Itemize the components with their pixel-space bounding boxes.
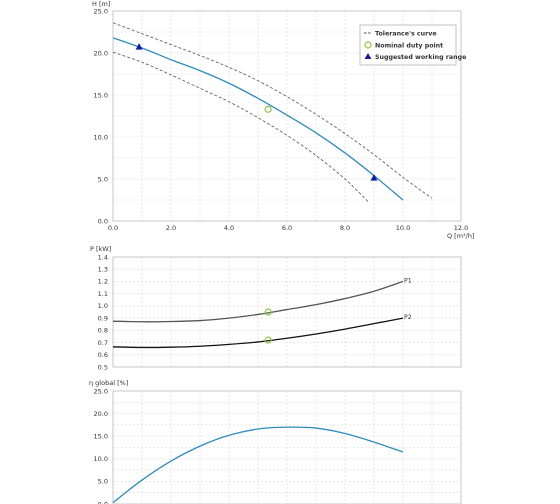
working-range-marker — [135, 43, 143, 50]
head-chart-ticks: 0.0 5.0 10.0 15.0 20.0 25.0 0.0 2.0 4.0 6.0 8.0 10.… — [94, 7, 469, 232]
legend-working-range-swatch — [364, 53, 372, 59]
y-tick-label: 5.0 — [98, 478, 108, 486]
series-label-p2: P2 — [404, 314, 412, 321]
head-chart: H [m] Q [m³/h] 0.05.010.015.020.025.00.0… — [92, 0, 475, 240]
power-chart-frame — [112, 256, 462, 368]
power-chart-grid — [112, 256, 462, 368]
power-chart: P [kW] P1 P2 0.5 0.6 0.7 0.8 0.9 1.0 1.1 1.2 1.3 1… — [90, 245, 462, 371]
y-tick-label: 1.0 — [98, 302, 108, 310]
nominal-duty-point-marker — [264, 308, 272, 316]
y-tick-label: 0.9 — [98, 314, 108, 322]
legend-nominal-label: Nominal duty point — [375, 43, 443, 50]
power-chart-marks: P1 P2 — [112, 277, 412, 349]
legend-nominal-swatch — [364, 41, 372, 49]
y-tick-label: 5.0 — [98, 175, 108, 183]
efficiency-chart-marks — [112, 426, 404, 504]
y-tick-label: 0.8 — [98, 327, 108, 335]
efficiency-chart-ticks: 0.0 5.0 10.0 15.0 20.0 25.0 — [94, 387, 108, 504]
y-tick-label: 0.0 — [98, 217, 108, 225]
efficiency-chart: η global [%] 0.0 5.0 10.0 15.0 20.0 25.0 — [89, 379, 462, 504]
y-tick-label: 0.5 — [98, 363, 108, 371]
nominal-duty-point-marker — [264, 105, 272, 113]
power-chart-ylabel: P [kW] — [90, 245, 111, 253]
head-chart-marks — [112, 22, 433, 203]
head-chart-ylabel: H [m] — [92, 0, 110, 8]
y-tick-label: 0.6 — [98, 351, 108, 359]
y-tick-label: 25.0 — [94, 7, 108, 15]
power-chart-ticks: 0.5 0.6 0.7 0.8 0.9 1.0 1.1 1.2 1.3 1.4 — [98, 253, 108, 371]
efficiency-chart-ylabel: η global [%] — [89, 379, 128, 387]
tolerance-upper-line — [112, 22, 433, 199]
legend: Tolerance's curve Nominal duty point Sug… — [359, 24, 466, 66]
p1-line — [112, 280, 404, 323]
x-tick-label: 2.0 — [166, 224, 176, 232]
x-tick-label: 0.0 — [108, 224, 118, 232]
x-tick-label: 6.0 — [282, 224, 292, 232]
y-tick-label: 25.0 — [94, 387, 108, 395]
y-tick-label: 10.0 — [94, 455, 108, 463]
legend-tolerance-label: Tolerance's curve — [375, 31, 437, 38]
y-tick-label: 20.0 — [94, 410, 108, 418]
nominal-duty-point-marker — [264, 336, 272, 344]
y-tick-label: 1.2 — [98, 278, 108, 286]
p2-line — [112, 317, 404, 349]
curve-line — [112, 37, 404, 201]
y-tick-label: 15.0 — [94, 91, 108, 99]
y-tick-label: 1.4 — [98, 253, 108, 261]
y-tick-label: 0.7 — [98, 339, 108, 347]
working-range-marker — [370, 174, 378, 181]
x-tick-label: 10.0 — [396, 224, 410, 232]
y-tick-label: 1.1 — [98, 290, 108, 298]
legend-working-range-label: Suggested working range — [375, 54, 466, 61]
efficiency-chart-grid — [112, 390, 462, 504]
legend-box — [359, 24, 457, 66]
efficiency-chart-frame — [112, 390, 462, 504]
series-label-p1: P1 — [404, 277, 412, 284]
efficiency-line — [112, 426, 404, 504]
y-tick-label: 20.0 — [94, 49, 108, 57]
tolerance-lower-line — [112, 51, 369, 203]
y-tick-label: 15.0 — [94, 433, 108, 441]
head-chart-xlabel: Q [m³/h] — [447, 232, 475, 240]
x-tick-label: 4.0 — [224, 224, 234, 232]
y-tick-label: 1.3 — [98, 266, 108, 274]
x-tick-label: 8.0 — [340, 224, 350, 232]
y-tick-label: 0.0 — [98, 500, 108, 504]
head-chart-frame — [112, 10, 462, 222]
x-tick-label: 12.0 — [454, 224, 468, 232]
y-tick-label: 10.0 — [94, 133, 108, 141]
